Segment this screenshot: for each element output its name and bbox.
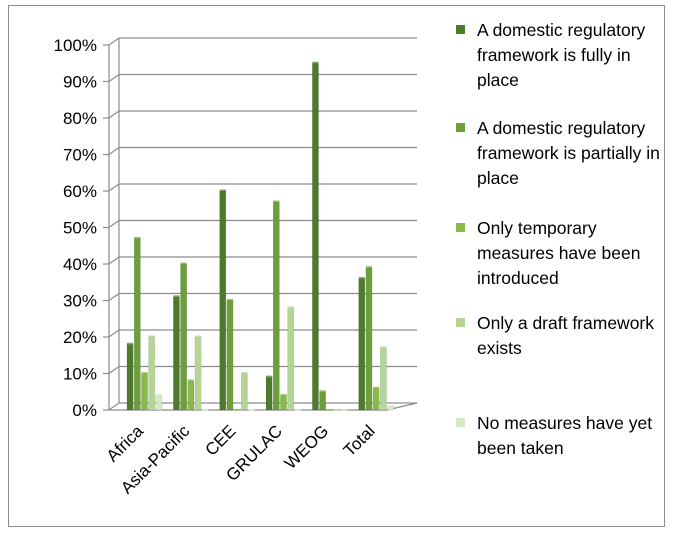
bar-chart: 0% 10% 20% 30% 40% 50% 60% 70% 80% 90% 100% Africa… — [54, 36, 418, 498]
bar-top — [287, 306, 294, 308]
bar-top — [187, 379, 194, 381]
bar[interactable] — [358, 278, 366, 411]
bar-top — [127, 342, 134, 345]
legend-label: Only a draft framework exists — [477, 313, 654, 358]
gridline-side — [108, 329, 120, 338]
bar-top — [155, 393, 162, 396]
legend-label: No measures have yet been taken — [477, 413, 653, 458]
bar[interactable] — [241, 373, 248, 411]
bar-top — [180, 262, 187, 264]
x-category-label: CEE — [202, 421, 240, 459]
bar[interactable] — [341, 409, 348, 411]
legend-label: A domestic regulatory framework is fully… — [477, 20, 646, 90]
legend-swatch — [456, 418, 465, 427]
y-tick-label: 90% — [63, 73, 97, 92]
bar[interactable] — [180, 263, 187, 411]
bar[interactable] — [326, 409, 333, 411]
legend-label: Only temporary measures have been introd… — [477, 218, 641, 288]
legend-swatch — [456, 223, 465, 232]
gridline-side — [108, 366, 120, 374]
chart-frame: 0% 10% 20% 30% 40% 50% 60% 70% 80% 90% 100% Africa… — [8, 5, 665, 527]
x-category-label: Total — [340, 421, 379, 460]
x-category-label: WEOG — [281, 421, 333, 473]
bar-top — [194, 335, 202, 337]
bar-top — [312, 61, 319, 64]
legend-swatch — [456, 318, 465, 327]
bar[interactable] — [133, 238, 141, 411]
y-axis-ticks: 0% 10% 20% 30% 40% 50% 60% 70% 80% 90% 100% — [54, 36, 97, 420]
bar-top — [148, 335, 155, 337]
bar-top — [266, 375, 273, 378]
y-tick-label: 10% — [63, 365, 97, 384]
bar-top — [134, 236, 141, 239]
bar[interactable] — [319, 391, 326, 411]
bar-top — [358, 277, 365, 279]
bar[interactable] — [287, 307, 295, 411]
gridline-side — [108, 293, 120, 301]
y-tick-label: 40% — [63, 255, 97, 274]
y-tick-label: 80% — [63, 109, 97, 128]
bar[interactable] — [248, 409, 255, 411]
bar-top — [319, 390, 326, 392]
bar-top — [373, 386, 380, 389]
gridlines — [103, 37, 417, 411]
bar[interactable] — [365, 267, 373, 411]
bar[interactable] — [372, 387, 380, 411]
gridline-side — [108, 402, 120, 411]
bar-top — [141, 372, 148, 374]
gridline-side — [108, 110, 120, 119]
bar[interactable] — [202, 409, 209, 411]
bars — [126, 61, 394, 411]
bar[interactable] — [294, 409, 301, 411]
bar[interactable] — [148, 336, 156, 411]
y-tick-label: 20% — [63, 328, 97, 347]
chart-walls — [108, 38, 418, 411]
bar-top — [280, 393, 287, 396]
bar-top — [387, 404, 394, 407]
y-tick-label: 50% — [63, 219, 97, 238]
bar[interactable] — [194, 336, 202, 411]
bar[interactable] — [155, 395, 163, 411]
x-category-label: Africa — [103, 421, 148, 466]
gridline-side — [108, 220, 120, 228]
y-tick-label: 30% — [63, 292, 97, 311]
y-tick-label: 0% — [72, 401, 97, 420]
bar-top — [365, 266, 373, 268]
bar[interactable] — [265, 376, 273, 411]
bar-top — [241, 372, 248, 374]
gridline-side — [108, 147, 120, 155]
bar[interactable] — [126, 344, 134, 411]
bar[interactable] — [219, 190, 227, 411]
gridline-side — [108, 256, 120, 265]
bar-top — [273, 200, 280, 202]
bar[interactable] — [226, 300, 234, 411]
y-tick-label: 70% — [63, 146, 97, 165]
bar[interactable] — [312, 63, 319, 411]
bar-top — [219, 189, 226, 191]
legend-label: A domestic regulatory framework is parti… — [477, 118, 660, 188]
legend-swatch — [456, 123, 465, 132]
bar[interactable] — [141, 373, 148, 411]
gridline-side — [108, 183, 120, 192]
bar[interactable] — [187, 380, 195, 411]
bar[interactable] — [380, 347, 387, 411]
bar[interactable] — [387, 406, 394, 411]
gridline-side — [108, 74, 120, 82]
y-tick-label: 60% — [63, 182, 97, 201]
bar-top — [380, 346, 387, 348]
bar-top — [226, 299, 234, 301]
bar[interactable] — [280, 395, 287, 411]
bar[interactable] — [333, 409, 341, 411]
bar[interactable] — [234, 409, 241, 411]
bar-top — [173, 295, 180, 297]
bar[interactable] — [272, 201, 280, 411]
y-tick-label: 100% — [54, 36, 97, 55]
bar[interactable] — [173, 296, 180, 411]
gridline-side — [108, 37, 120, 46]
legend-swatch — [456, 25, 465, 34]
